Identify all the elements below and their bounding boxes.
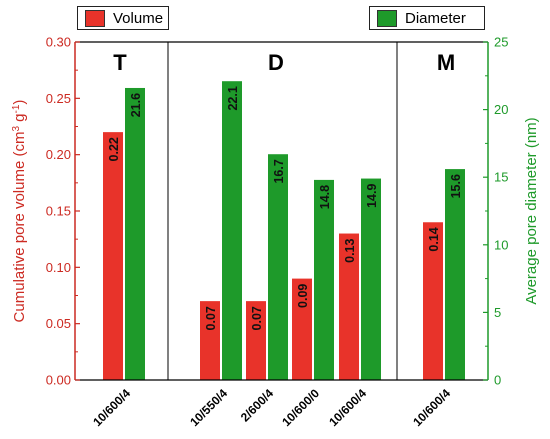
diameter-data-label: 21.6 [129,93,143,117]
volume-bar [339,233,359,380]
x-tick-label: 10/600/4 [410,386,453,429]
volume-data-label: 0.07 [204,306,218,330]
left-tick-label: 0.00 [46,373,71,388]
right-tick-label: 10 [494,237,508,252]
diameter-bar [125,87,145,380]
group-label: T [113,50,127,75]
diameter-data-label: 14.8 [318,185,332,209]
x-tick-label: 10/550/4 [187,386,230,429]
diameter-data-label: 14.9 [365,184,379,208]
legend-volume-swatch [85,9,105,27]
left-tick-label: 0.10 [46,260,71,275]
legend-diameter: Diameter [369,6,485,30]
right-tick-label: 15 [494,170,508,185]
group-label: M [437,50,455,75]
volume-bar [103,132,123,380]
y-axis-title: Cumulative pore volume (cm3 g-1) [11,100,29,323]
left-tick-label: 0.25 [46,91,71,106]
diameter-data-label: 15.6 [449,174,463,198]
x-tick-label: 10/600/4 [326,386,369,429]
right-tick-label: 25 [494,35,508,50]
legend-volume: Volume [77,6,169,30]
diameter-bar [361,178,381,380]
left-tick-label: 0.20 [46,147,71,162]
x-tick-label: 2/600/4 [238,386,276,424]
volume-bar [200,301,220,380]
diameter-bar [222,81,242,380]
x-tick-label: 10/600/4 [90,386,133,429]
right-tick-label: 5 [494,305,501,320]
volume-bar [423,222,443,380]
legend-volume-label: Volume [113,9,164,27]
group-label: D [268,50,284,75]
diameter-data-label: 16.7 [272,159,286,183]
legend-diameter-swatch [377,9,397,27]
volume-data-label: 0.07 [250,306,264,330]
legend-diameter-label: Diameter [405,9,466,27]
y2-axis-title: Average pore diameter (nm) [523,117,540,304]
right-tick-label: 20 [494,102,508,117]
volume-bar [292,278,312,380]
volume-bar [246,301,266,380]
diameter-bar [445,169,465,380]
diameter-data-label: 22.1 [226,86,240,110]
right-tick-label: 0 [494,373,501,388]
volume-data-label: 0.22 [107,137,121,161]
x-tick-label: 10/600/0 [279,386,322,429]
volume-data-label: 0.13 [343,239,357,263]
volume-data-label: 0.14 [427,227,441,251]
left-tick-label: 0.05 [46,316,71,331]
left-tick-label: 0.15 [46,204,71,219]
diameter-bar [314,179,334,380]
diameter-bar [268,154,288,380]
volume-data-label: 0.09 [296,284,310,308]
left-tick-label: 0.30 [46,35,71,50]
